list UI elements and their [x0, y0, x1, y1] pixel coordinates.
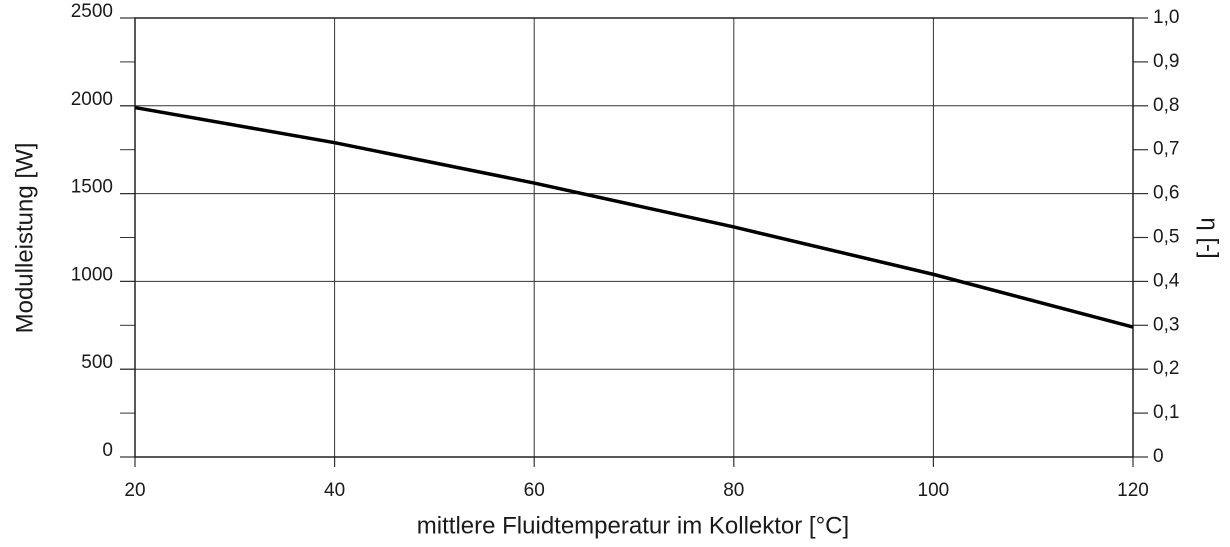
- x-tick-label: 120: [1117, 480, 1149, 501]
- y-tick-label: 1000: [71, 264, 113, 285]
- y2-tick-label: 0,4: [1153, 270, 1180, 291]
- y2-tick-label: 1,0: [1153, 7, 1179, 28]
- y-tick-label: 2000: [71, 89, 113, 110]
- y2-tick-label: 0,1: [1153, 402, 1179, 423]
- plot-frame: [134, 17, 1134, 458]
- y2-axis-title: η [-]: [1196, 217, 1223, 258]
- x-tick-label: 20: [124, 480, 145, 501]
- y2-tick-label: 0,8: [1153, 95, 1179, 116]
- x-tick-label: 60: [524, 480, 545, 501]
- x-axis-title: mittlere Fluidtemperatur im Kollektor [°…: [417, 512, 849, 539]
- data-line: [134, 105, 1134, 329]
- y2-tick-label: 0,2: [1153, 358, 1179, 379]
- y-axis-title: Modulleistung [W]: [11, 143, 38, 334]
- y-tick-label: 2500: [71, 1, 113, 22]
- y2-tick-label: 0: [1153, 446, 1164, 467]
- y2-tick-label: 0,7: [1153, 139, 1179, 160]
- x-tick-label: 100: [918, 480, 950, 501]
- y2-tick-label: 0,5: [1153, 227, 1179, 248]
- y2-tick-label: 0,9: [1153, 51, 1179, 72]
- y-tick-label: 0: [102, 440, 113, 461]
- x-tick-label: 80: [723, 480, 744, 501]
- y2-tick-label: 0,6: [1153, 183, 1179, 204]
- y-tick-label: 500: [81, 352, 113, 373]
- y2-tick-label: 0,3: [1153, 314, 1179, 335]
- x-tick-label: 40: [324, 480, 345, 501]
- y-tick-label: 1500: [71, 177, 113, 198]
